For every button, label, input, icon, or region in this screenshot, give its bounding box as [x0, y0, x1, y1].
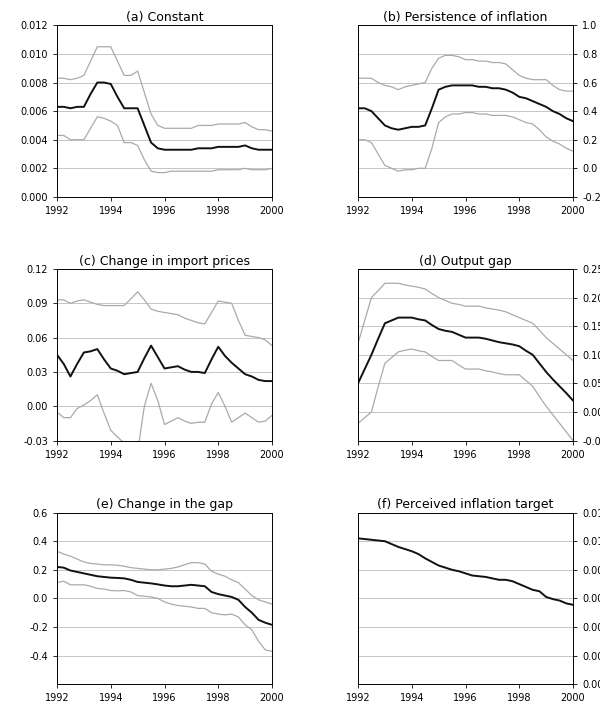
Title: (f) Perceived inflation target: (f) Perceived inflation target [377, 498, 554, 511]
Title: (d) Output gap: (d) Output gap [419, 255, 512, 268]
Title: (c) Change in import prices: (c) Change in import prices [79, 255, 250, 268]
Title: (b) Persistence of inflation: (b) Persistence of inflation [383, 11, 548, 24]
Title: (a) Constant: (a) Constant [125, 11, 203, 24]
Title: (e) Change in the gap: (e) Change in the gap [96, 498, 233, 511]
